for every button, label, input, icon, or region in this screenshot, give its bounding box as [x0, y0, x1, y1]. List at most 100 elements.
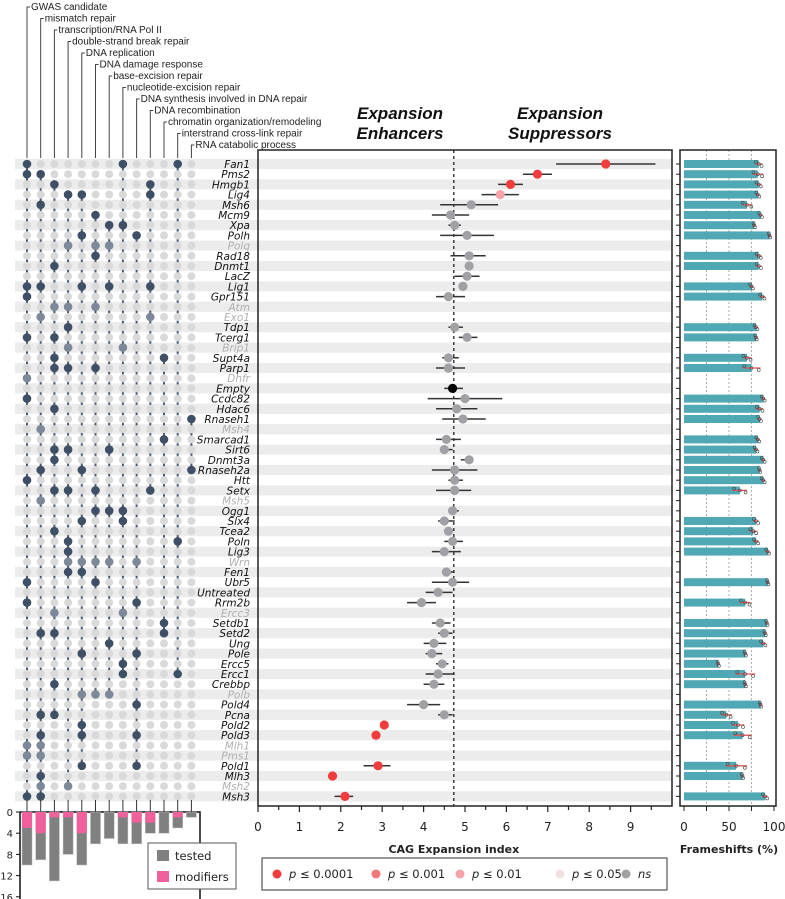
membership-dot — [146, 353, 155, 362]
membership-dot — [173, 476, 182, 485]
replicate-point — [757, 406, 762, 411]
expansion-index-point — [445, 210, 456, 220]
replicate-point — [754, 262, 759, 266]
membership-dot — [187, 404, 196, 413]
membership-dot — [146, 445, 155, 454]
gene-label: Mlh1 — [225, 740, 250, 752]
membership-dot — [146, 710, 155, 719]
membership-dot-active — [146, 180, 155, 189]
gene-label: Lig4 — [228, 190, 250, 202]
membership-dot — [50, 772, 59, 780]
membership-dot — [91, 231, 100, 240]
membership-dot — [118, 578, 127, 587]
membership-dot-active — [104, 639, 114, 648]
membership-dot — [50, 649, 59, 658]
membership-dot — [187, 700, 196, 709]
legend-marker-p1 — [555, 869, 565, 879]
membership-dot — [36, 649, 45, 658]
membership-dot — [105, 160, 114, 168]
tested-bar — [186, 811, 197, 818]
replicate-point — [754, 337, 759, 342]
membership-dot-active — [104, 241, 114, 250]
membership-dot — [36, 262, 45, 270]
membership-dot — [50, 425, 59, 434]
membership-dot — [23, 506, 31, 515]
expansion-index-point — [419, 700, 429, 710]
replicate-point — [745, 355, 749, 360]
replicate-point — [754, 531, 758, 536]
replicate-point — [767, 233, 772, 238]
membership-dot — [23, 200, 31, 209]
membership-dot — [23, 435, 31, 444]
membership-dot — [77, 547, 86, 556]
membership-dot-active — [132, 231, 141, 240]
replicate-point — [753, 333, 758, 338]
x-tick-label: 5 — [461, 820, 469, 834]
category-label: DNA synthesis involved in DNA repair — [141, 94, 308, 105]
membership-dot — [160, 292, 168, 301]
membership-dot — [36, 292, 45, 301]
membership-dot — [64, 415, 73, 423]
frameshift-bar — [684, 721, 738, 729]
replicate-point — [741, 353, 746, 358]
membership-dot — [118, 394, 127, 403]
replicate-point — [717, 663, 721, 668]
membership-dot — [118, 333, 127, 342]
legend-threshold: ns — [638, 867, 651, 881]
membership-dot — [132, 384, 141, 393]
membership-dot — [23, 190, 31, 199]
membership-dot — [64, 690, 73, 699]
membership-dot-active — [36, 312, 45, 322]
membership-dot — [132, 547, 141, 556]
gene-label: Tdp1 — [224, 322, 250, 334]
frameshift-bar — [684, 700, 761, 709]
membership-dot-active — [77, 557, 87, 567]
replicate-point — [756, 264, 761, 268]
gene-label: Pole — [228, 649, 250, 661]
membership-dot — [64, 517, 73, 525]
category-leader — [95, 64, 99, 158]
membership-dot — [160, 364, 168, 372]
membership-dot — [160, 659, 168, 668]
membership-dot — [132, 353, 141, 362]
membership-dot — [118, 364, 127, 372]
membership-dot — [23, 313, 31, 321]
membership-dot — [77, 435, 86, 444]
membership-dot — [160, 578, 168, 587]
membership-dot — [77, 751, 86, 760]
replicate-point — [764, 619, 768, 623]
row-stripe — [15, 199, 672, 210]
membership-dot — [118, 761, 127, 770]
membership-dot — [132, 415, 141, 423]
expansion-index-point — [427, 649, 437, 659]
membership-dot — [23, 700, 31, 709]
membership-dot — [118, 262, 127, 270]
membership-dot-active — [63, 537, 73, 546]
membership-dot-active — [77, 465, 87, 475]
expansion-index-point — [441, 434, 451, 444]
membership-dot — [132, 608, 141, 617]
membership-dot — [187, 772, 196, 780]
legend-marker-p2 — [455, 869, 465, 879]
membership-dot — [173, 557, 182, 566]
membership-dot — [91, 353, 100, 362]
membership-dot — [50, 313, 59, 321]
frameshift-bar — [684, 731, 743, 740]
frameshift-bar — [684, 364, 752, 372]
membership-dot — [173, 517, 182, 525]
membership-dot — [160, 639, 168, 648]
membership-dot — [132, 619, 141, 627]
membership-dot — [160, 547, 168, 556]
category-leader — [40, 18, 44, 158]
membership-dot — [64, 649, 73, 658]
gene-label: Parp1 — [220, 363, 250, 375]
expansion-index-point — [452, 404, 462, 414]
membership-dot — [64, 710, 73, 719]
replicate-point — [733, 731, 738, 736]
frameshift-bar — [684, 598, 746, 607]
membership-dot-active — [118, 516, 128, 526]
membership-dot — [64, 353, 73, 362]
membership-dot — [64, 231, 73, 240]
membership-dot — [146, 272, 155, 281]
